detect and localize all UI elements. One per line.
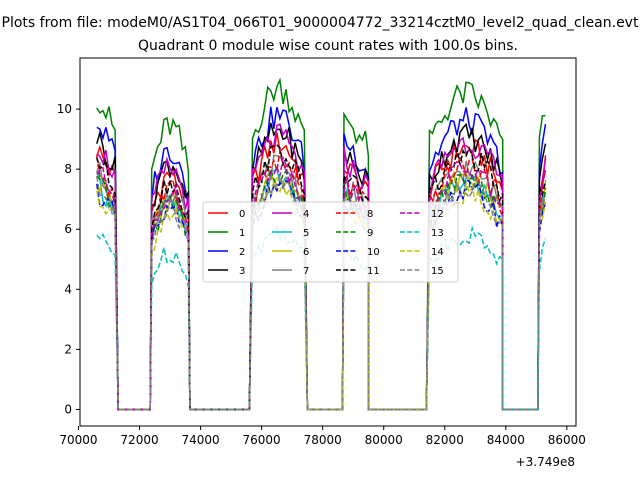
- series-line-14: [96, 179, 547, 411]
- x-tick-label: 70000: [59, 433, 97, 447]
- legend-label-9: 9: [367, 228, 373, 239]
- legend-box: [202, 201, 459, 283]
- y-tick-label: 0: [64, 402, 72, 416]
- legend-label-7: 7: [303, 266, 309, 277]
- legend-label-3: 3: [239, 266, 245, 277]
- legend-label-1: 1: [239, 228, 245, 239]
- legend-label-8: 8: [367, 209, 373, 220]
- series-line-15: [96, 173, 547, 411]
- legend-label-4: 4: [303, 209, 309, 220]
- legend-label-5: 5: [303, 228, 309, 239]
- x-tick-label: 82000: [426, 433, 464, 447]
- y-tick-label: 4: [64, 282, 72, 296]
- legend-label-0: 0: [239, 209, 245, 220]
- legend-label-11: 11: [367, 266, 380, 277]
- legend-label-2: 2: [239, 247, 245, 258]
- series-line-10: [96, 178, 547, 411]
- y-axis: 0 2 4 6 8 10: [57, 102, 80, 416]
- y-tick-label: 8: [64, 162, 72, 176]
- x-tick-label: 86000: [548, 433, 586, 447]
- legend-label-15: 15: [431, 266, 444, 277]
- legend-label-14: 14: [431, 247, 444, 258]
- x-offset-label: +3.749e8: [516, 455, 575, 469]
- x-tick-label: 78000: [304, 433, 342, 447]
- y-tick-label: 10: [57, 102, 72, 116]
- x-tick-label: 84000: [487, 433, 525, 447]
- axes-frame: [79, 57, 577, 427]
- legend-label-13: 13: [431, 228, 444, 239]
- x-axis: 70000 72000 74000 76000 78000 80000 82000 84000…: [59, 426, 586, 447]
- plot-lines: [96, 77, 547, 411]
- legend-label-10: 10: [367, 247, 380, 258]
- legend-label-6: 6: [303, 247, 309, 258]
- x-tick-label: 80000: [365, 433, 403, 447]
- x-tick-label: 72000: [120, 433, 158, 447]
- x-tick-label: 76000: [243, 433, 281, 447]
- figure-suptitle: Plots from file: modeM0/AS1T04_066T01_90…: [2, 15, 639, 31]
- y-tick-label: 2: [64, 342, 72, 356]
- chart-title: Quadrant 0 module wise count rates with …: [138, 38, 518, 54]
- legend-label-12: 12: [431, 209, 444, 220]
- y-tick-label: 6: [64, 222, 72, 236]
- x-tick-label: 74000: [181, 433, 219, 447]
